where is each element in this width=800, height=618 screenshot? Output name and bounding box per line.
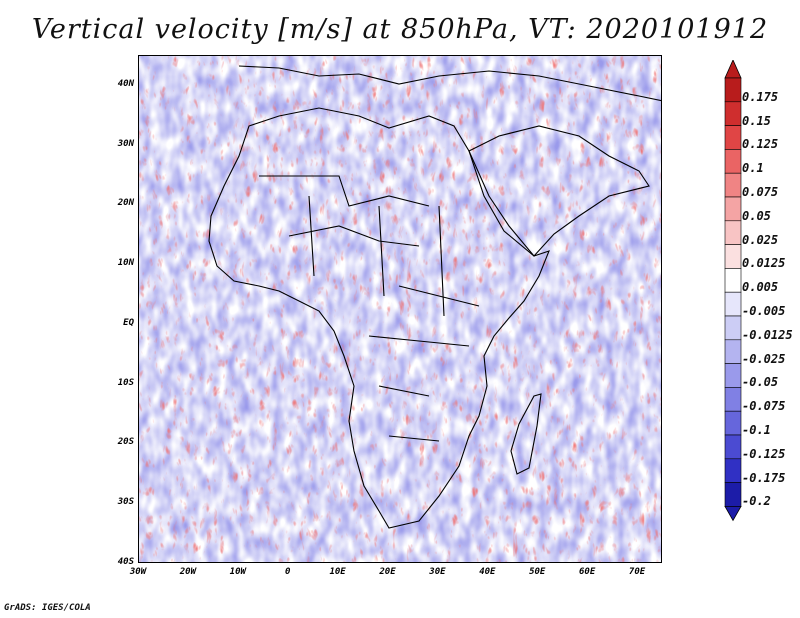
colorbar-tick-label: 0.125 (742, 137, 779, 152)
lat-tick-label: 40S (117, 557, 134, 567)
lon-tick-label: 70E (628, 567, 646, 577)
colorbar-segment (724, 482, 742, 507)
positive-velocity-field (139, 56, 661, 562)
lon-tick-label: 50E (529, 567, 546, 577)
colorbar-tick-label: -0.025 (742, 351, 786, 366)
lon-tick-label: 0 (284, 567, 291, 577)
colorbar-segment (724, 77, 742, 103)
colorbar-segment (724, 458, 742, 483)
colorbar-tick-label: 0.175 (742, 89, 779, 104)
colorbar-segment (724, 220, 742, 245)
colorbar-tick-label: 0.1 (742, 161, 764, 176)
colorbar-segment (724, 291, 742, 317)
colorbar-tick-label: -0.2 (742, 494, 771, 509)
colorbar-segment (724, 434, 742, 460)
colorbar-segment (724, 363, 742, 388)
lon-tick-label: 10E (329, 567, 346, 577)
lat-tick-label: 20N (117, 198, 134, 209)
lat-tick-label: 30N (117, 138, 134, 149)
colorbar-max-arrow (724, 60, 742, 79)
colorbar-tick-label: -0.0125 (742, 327, 793, 342)
lon-tick-label: 40E (479, 567, 496, 577)
lat-tick-label: 40N (117, 78, 134, 89)
colorbar-tick-label: 0.05 (742, 208, 771, 223)
colorbar-tick-label: -0.05 (742, 375, 779, 390)
map-title: Vertical velocity [m/s] at 850hPa, VT: 2… (31, 14, 769, 45)
grads-credit: GrADS: IGES/COLA (4, 603, 91, 613)
lat-tick-label: 10N (117, 258, 134, 269)
colorbar-tick-label: -0.075 (742, 399, 786, 414)
lat-tick-label: 30S (117, 497, 134, 508)
colorbar-segment (724, 196, 742, 222)
continent-outlines (208, 65, 661, 529)
lon-tick-label: 30W (129, 567, 147, 577)
lon-tick-label: 30E (429, 567, 446, 577)
lat-tick-label: EQ (123, 317, 134, 328)
europe-coastline (238, 65, 661, 102)
colorbar-segment (724, 315, 742, 341)
colorbar-segment (724, 244, 742, 269)
colorbar-segment (724, 172, 742, 198)
colorbar-min-arrow (724, 505, 742, 522)
colorbar-tick-label: 0.025 (742, 232, 779, 247)
colorbar-segment (724, 387, 742, 412)
country-borders (259, 175, 480, 442)
colorbar-tick-label: 0.075 (742, 185, 779, 199)
arabia-coastline (468, 125, 650, 257)
africa-coastline (208, 107, 550, 529)
lon-tick-label: 60E (579, 567, 596, 577)
lon-tick-label: 20W (179, 567, 197, 577)
colorbar-segment (724, 410, 742, 436)
colorbar-tick-label: 0.15 (742, 113, 771, 128)
colorbar-tick-label: -0.125 (742, 446, 786, 461)
madagascar-coastline (510, 393, 542, 475)
lon-tick-label: 20E (379, 567, 396, 577)
colorbar-tick-label: -0.1 (742, 423, 771, 437)
velocity-field-map (139, 56, 661, 562)
colorbar-tick-label: -0.175 (742, 470, 786, 485)
lat-tick-label: 20S (117, 437, 134, 448)
colorbar-segment (724, 339, 742, 364)
lat-tick-label: 10S (117, 377, 134, 388)
colorbar-segment (724, 101, 742, 126)
colorbar-tick-label: -0.005 (742, 304, 786, 318)
colorbar-tick-label: 0.005 (742, 280, 779, 295)
colorbar-segment (724, 149, 742, 174)
colorbar-segment (724, 268, 742, 293)
lon-tick-label: 10W (229, 567, 246, 577)
colorbar-tick-label: 0.0125 (742, 256, 786, 271)
map-plot-area (138, 55, 662, 563)
colorbar-segment (724, 125, 742, 150)
colorbar (724, 60, 742, 522)
